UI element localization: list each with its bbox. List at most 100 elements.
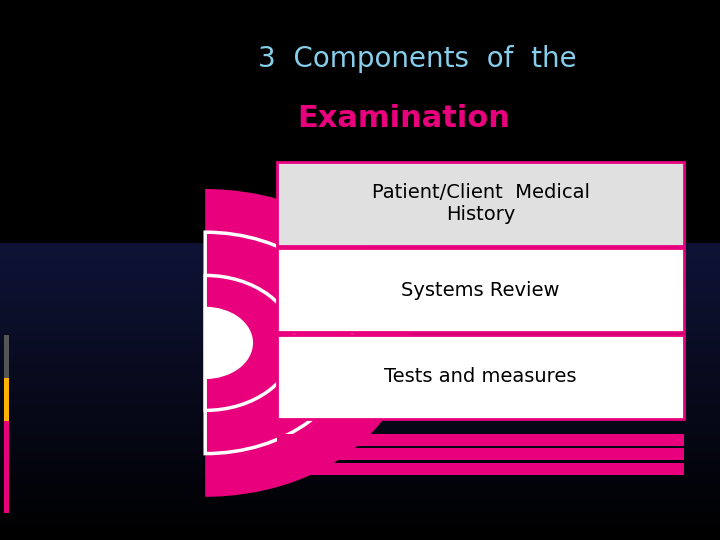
Bar (0, 408, 720, 409)
Bar (0, 445, 720, 447)
Bar (0, 265, 720, 267)
Bar (0, 299, 720, 301)
Bar (0, 307, 720, 308)
Bar (0, 393, 720, 394)
Bar (0, 451, 720, 453)
Bar (0, 519, 720, 521)
Bar (0, 320, 720, 322)
Bar (4, 378, 9, 421)
Bar (0, 314, 720, 316)
Bar (0, 437, 720, 439)
Bar (0, 415, 720, 417)
Bar (0, 409, 720, 411)
Bar (0, 423, 720, 424)
Bar (0, 273, 720, 274)
Bar (0, 259, 720, 261)
Bar (0, 247, 720, 249)
Bar (0, 526, 720, 528)
Bar (0, 475, 720, 476)
Bar (4, 421, 9, 513)
Bar (0, 414, 720, 415)
Bar (0, 521, 720, 522)
Bar (0, 350, 720, 352)
Bar (0, 439, 720, 441)
Bar (0, 463, 720, 464)
Bar (0, 283, 720, 285)
Bar (0, 532, 720, 534)
Bar (0, 518, 720, 519)
Bar (0, 369, 720, 370)
Bar (0, 537, 720, 538)
Bar (0, 476, 720, 477)
Bar (0, 524, 720, 525)
Bar (0, 538, 720, 540)
Bar (0, 384, 720, 386)
Bar (0, 310, 720, 311)
Bar (0, 491, 720, 492)
Bar (0, 508, 720, 509)
Bar (0, 431, 720, 433)
Bar (0, 274, 720, 275)
Bar (0, 341, 720, 342)
Bar (0, 296, 720, 298)
Bar (0, 267, 720, 268)
Bar (0, 291, 720, 292)
Bar (0, 531, 720, 532)
Bar (0, 246, 720, 247)
Bar (0, 287, 720, 289)
Text: 3  Components  of  the: 3 Components of the (258, 45, 577, 73)
Bar (0, 340, 720, 341)
Bar (0, 292, 720, 293)
Bar (0, 365, 720, 366)
Bar (0, 479, 720, 481)
Bar (0, 401, 720, 402)
Bar (0, 311, 720, 313)
Bar (0, 268, 720, 269)
Bar (0, 496, 720, 497)
Bar (0, 485, 720, 487)
Bar (0, 433, 720, 435)
Bar (0, 251, 720, 252)
Bar (0, 386, 720, 387)
Bar (0, 461, 720, 463)
Bar (0, 317, 720, 319)
Bar (0, 424, 720, 426)
Bar (0, 271, 720, 273)
Bar (0, 501, 720, 503)
Bar (0, 458, 720, 460)
Bar (0, 322, 720, 323)
Bar (0, 313, 720, 314)
Bar (0, 342, 720, 344)
Bar (0, 390, 720, 392)
Bar (0, 455, 720, 457)
Text: Systems Review: Systems Review (401, 281, 560, 300)
Bar (0, 338, 720, 340)
Bar (0, 387, 720, 388)
Bar (0, 448, 720, 449)
Bar (0, 460, 720, 461)
Bar (0, 498, 720, 500)
Bar (0, 426, 720, 427)
Bar (0, 372, 720, 374)
Bar (0, 467, 720, 469)
Bar (0, 294, 720, 295)
Bar (0, 380, 720, 381)
Bar (0, 406, 720, 408)
Bar (0, 510, 720, 512)
Bar (0, 525, 720, 526)
Bar (0, 509, 720, 510)
Bar (0, 522, 720, 524)
Bar (0, 436, 720, 437)
Bar (0, 325, 720, 326)
Bar (0, 397, 720, 399)
Bar (0, 394, 720, 396)
Bar (0, 388, 720, 390)
Wedge shape (205, 275, 295, 410)
Bar (0, 504, 720, 506)
Bar (0, 536, 720, 537)
Bar (0, 332, 720, 334)
Bar (0, 286, 720, 287)
Bar (0, 344, 720, 346)
Bar (0, 330, 720, 332)
Bar (0, 427, 720, 429)
